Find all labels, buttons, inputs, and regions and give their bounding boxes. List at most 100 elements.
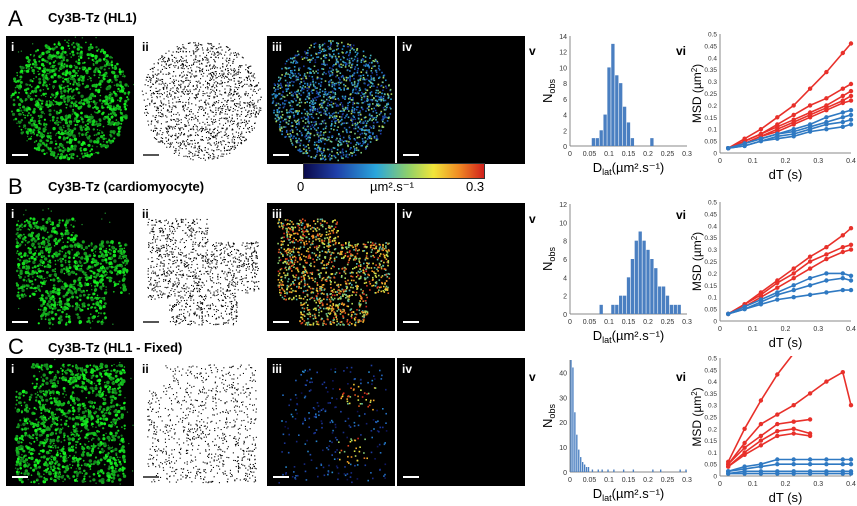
msd-point <box>726 471 731 476</box>
msd-point <box>758 127 764 132</box>
x-tick-label: 0.3 <box>682 477 692 484</box>
msd-point <box>775 285 780 290</box>
micrograph-iv: iv <box>397 203 525 331</box>
micrograph-label: iii <box>272 40 283 54</box>
micrograph-label: i <box>11 40 15 54</box>
msd-point <box>791 462 796 467</box>
histogram-bar <box>634 240 638 314</box>
msd-chart: 0 0.05 0.1 0.15 0.2 0.25 0.3 0.35 0.4 0.45 0.5 0 0.1… <box>690 32 856 183</box>
histogram-bar <box>619 83 623 146</box>
y-axis-label: MSD (µm2) <box>690 232 704 291</box>
y-tick-label: 0.3 <box>708 403 717 410</box>
msd-series-line <box>727 427 811 468</box>
histogram-bar <box>599 130 603 146</box>
y-tick-label: 0.2 <box>708 271 717 278</box>
micrograph-ii: ii <box>137 358 265 486</box>
scale-bar <box>12 154 28 156</box>
micrograph-iv: iv <box>397 358 525 486</box>
msd-point <box>848 81 854 87</box>
y-tick-label: 0 <box>563 312 567 319</box>
y-tick-label: 0 <box>563 470 567 477</box>
msd-point <box>840 249 845 255</box>
micrograph-ii: ii <box>137 203 265 331</box>
y-tick-label: 0.1 <box>708 295 717 302</box>
msd-point <box>791 403 796 408</box>
histogram-bar <box>677 304 681 314</box>
msd-point <box>840 245 845 250</box>
msd-point <box>840 110 845 115</box>
msd-point <box>807 417 813 422</box>
msd-point <box>848 403 854 408</box>
msd-point <box>807 254 813 259</box>
msd-point <box>775 433 780 439</box>
histogram-bar <box>582 462 584 472</box>
msd-series-line <box>728 463 851 473</box>
histogram-chart: 0 2 4 6 8 10 12 14 0 0.05 0.1 0.15 0.2 0.25 0.3 Dlat(µm… <box>540 34 692 177</box>
x-tick-label: 0 <box>568 477 572 484</box>
x-tick-label: 0.15 <box>622 477 636 484</box>
x-tick-label: 0.3 <box>813 158 823 165</box>
msd-point <box>775 462 780 467</box>
x-tick-label: 0.4 <box>846 481 856 488</box>
histogram-bar <box>591 138 596 146</box>
micrograph-image <box>397 36 525 164</box>
msd-point <box>742 306 747 312</box>
msd-point <box>791 283 796 288</box>
msd-point <box>824 127 829 132</box>
y-tick-label: 0.5 <box>708 200 717 207</box>
y-tick-label: 4 <box>563 275 567 282</box>
msd-point <box>726 146 731 151</box>
y-tick-label: 0.35 <box>704 67 717 74</box>
msd-panel-label: vi <box>676 370 687 384</box>
histogram-bar <box>626 122 631 146</box>
histogram-bar <box>599 304 603 314</box>
msd-point <box>758 398 764 403</box>
histogram-bar <box>583 464 586 472</box>
histogram-bar <box>638 231 642 314</box>
msd-point <box>840 115 845 120</box>
y-axis-label: Nobs <box>540 404 557 428</box>
y-tick-label: 0.35 <box>704 235 717 242</box>
histogram-bar <box>626 277 631 314</box>
msd-point <box>758 302 764 307</box>
y-tick-label: 0.3 <box>708 247 717 254</box>
y-tick-label: 0.15 <box>704 115 717 122</box>
histogram-bar <box>630 138 635 146</box>
micrograph-i: i <box>6 203 134 331</box>
micrograph-label: i <box>11 207 15 221</box>
y-tick-label: 0.05 <box>704 139 717 146</box>
y-tick-label: 0.4 <box>708 379 717 386</box>
micrograph-label: iii <box>272 362 283 376</box>
histogram-bar <box>654 268 658 314</box>
histogram-bar <box>630 259 635 314</box>
micrograph-image <box>271 40 393 162</box>
msd-point <box>848 226 854 231</box>
micrograph-label: iv <box>402 40 413 54</box>
micrograph-image <box>278 364 388 484</box>
msd-point <box>848 287 854 293</box>
scale-bar <box>12 476 28 478</box>
y-tick-label: 0 <box>713 474 717 481</box>
msd-point <box>807 283 813 288</box>
msd-point <box>758 471 764 476</box>
y-tick-label: 0.45 <box>704 43 717 50</box>
y-tick-label: 4 <box>563 113 567 120</box>
msd-point <box>807 391 813 396</box>
x-tick-label: 0.1 <box>604 319 614 326</box>
y-tick-label: 0.05 <box>704 307 717 314</box>
msd-point <box>848 41 854 46</box>
msd-point <box>840 462 845 467</box>
scale-bar <box>403 154 419 156</box>
x-tick-label: 0.2 <box>643 477 653 484</box>
micrograph-iii: iii <box>267 203 395 331</box>
msd-point <box>848 273 854 278</box>
colorbar-max-label: 0.3 <box>466 179 485 194</box>
msd-point <box>824 69 829 75</box>
histogram-bar <box>673 304 677 314</box>
micrograph-label: ii <box>142 40 149 54</box>
histogram-bar <box>607 67 611 146</box>
y-tick-label: 0 <box>713 319 717 326</box>
msd-point <box>791 431 796 436</box>
histogram-bar <box>650 138 654 146</box>
msd-point <box>807 292 813 297</box>
